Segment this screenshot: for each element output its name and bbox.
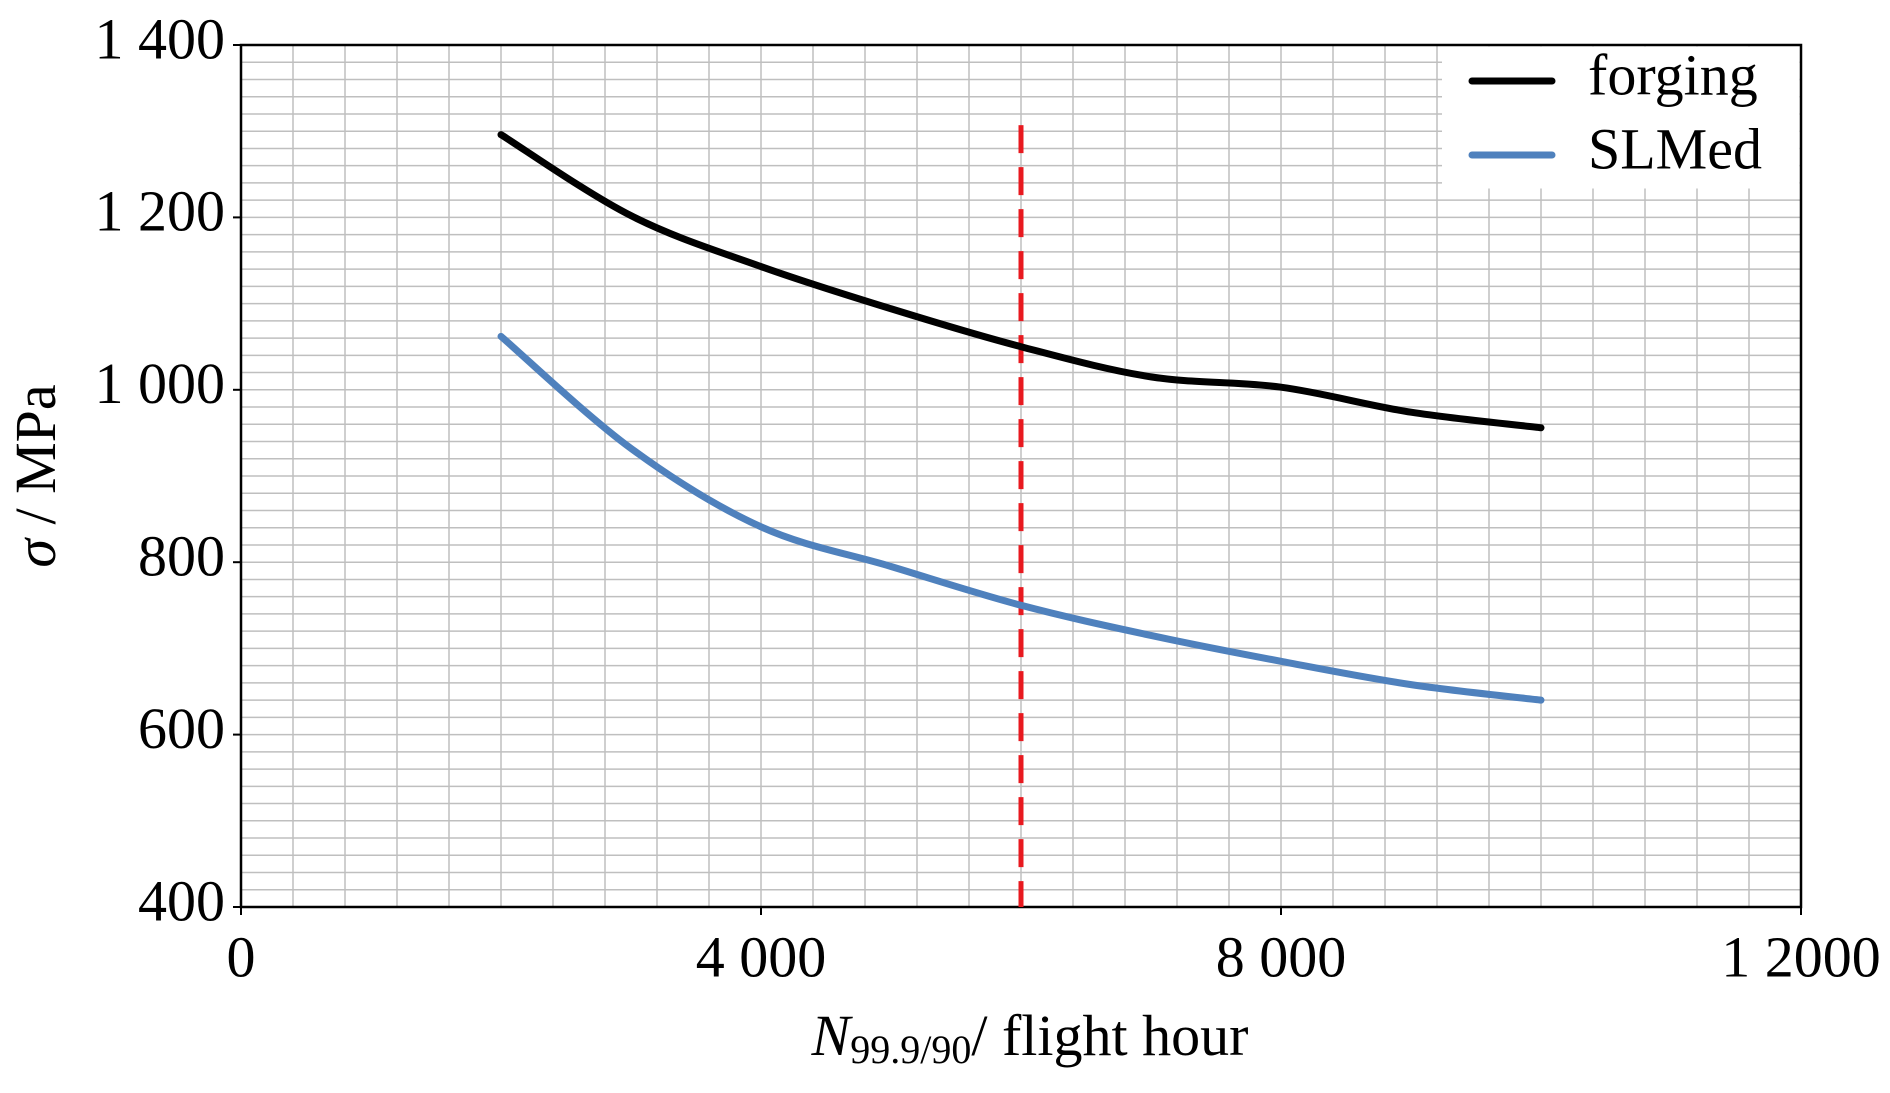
- x-label-symbol: N: [811, 1003, 854, 1068]
- x-label-unit: / flight hour: [971, 1003, 1248, 1068]
- x-tick-label: 8 000: [1216, 924, 1347, 989]
- y-tick-label: 1 400: [95, 6, 226, 71]
- x-axis-label: N99.9/90/ flight hour: [811, 1003, 1249, 1072]
- y-tick-label: 800: [138, 524, 225, 589]
- y-label-unit: / MPa: [3, 384, 68, 539]
- y-tick-label: 400: [138, 868, 225, 933]
- legend-box: [1442, 46, 1800, 189]
- x-tick-label: 1 2000: [1721, 924, 1881, 989]
- y-tick-label: 1 200: [95, 179, 226, 244]
- series-line: [497, 131, 1545, 432]
- y-label-symbol: σ: [3, 537, 68, 568]
- x-tick-label: 0: [227, 924, 256, 989]
- y-axis-label: σ / MPa: [3, 384, 68, 567]
- legend-label: forging: [1588, 42, 1758, 107]
- y-tick-label: 600: [138, 696, 225, 761]
- x-tick-label: 4 000: [696, 924, 827, 989]
- y-tick-label: 1 000: [95, 351, 226, 416]
- x-label-subscript: 99.9/90: [850, 1027, 971, 1072]
- legend-label: SLMed: [1588, 116, 1762, 181]
- series-line: [497, 332, 1545, 704]
